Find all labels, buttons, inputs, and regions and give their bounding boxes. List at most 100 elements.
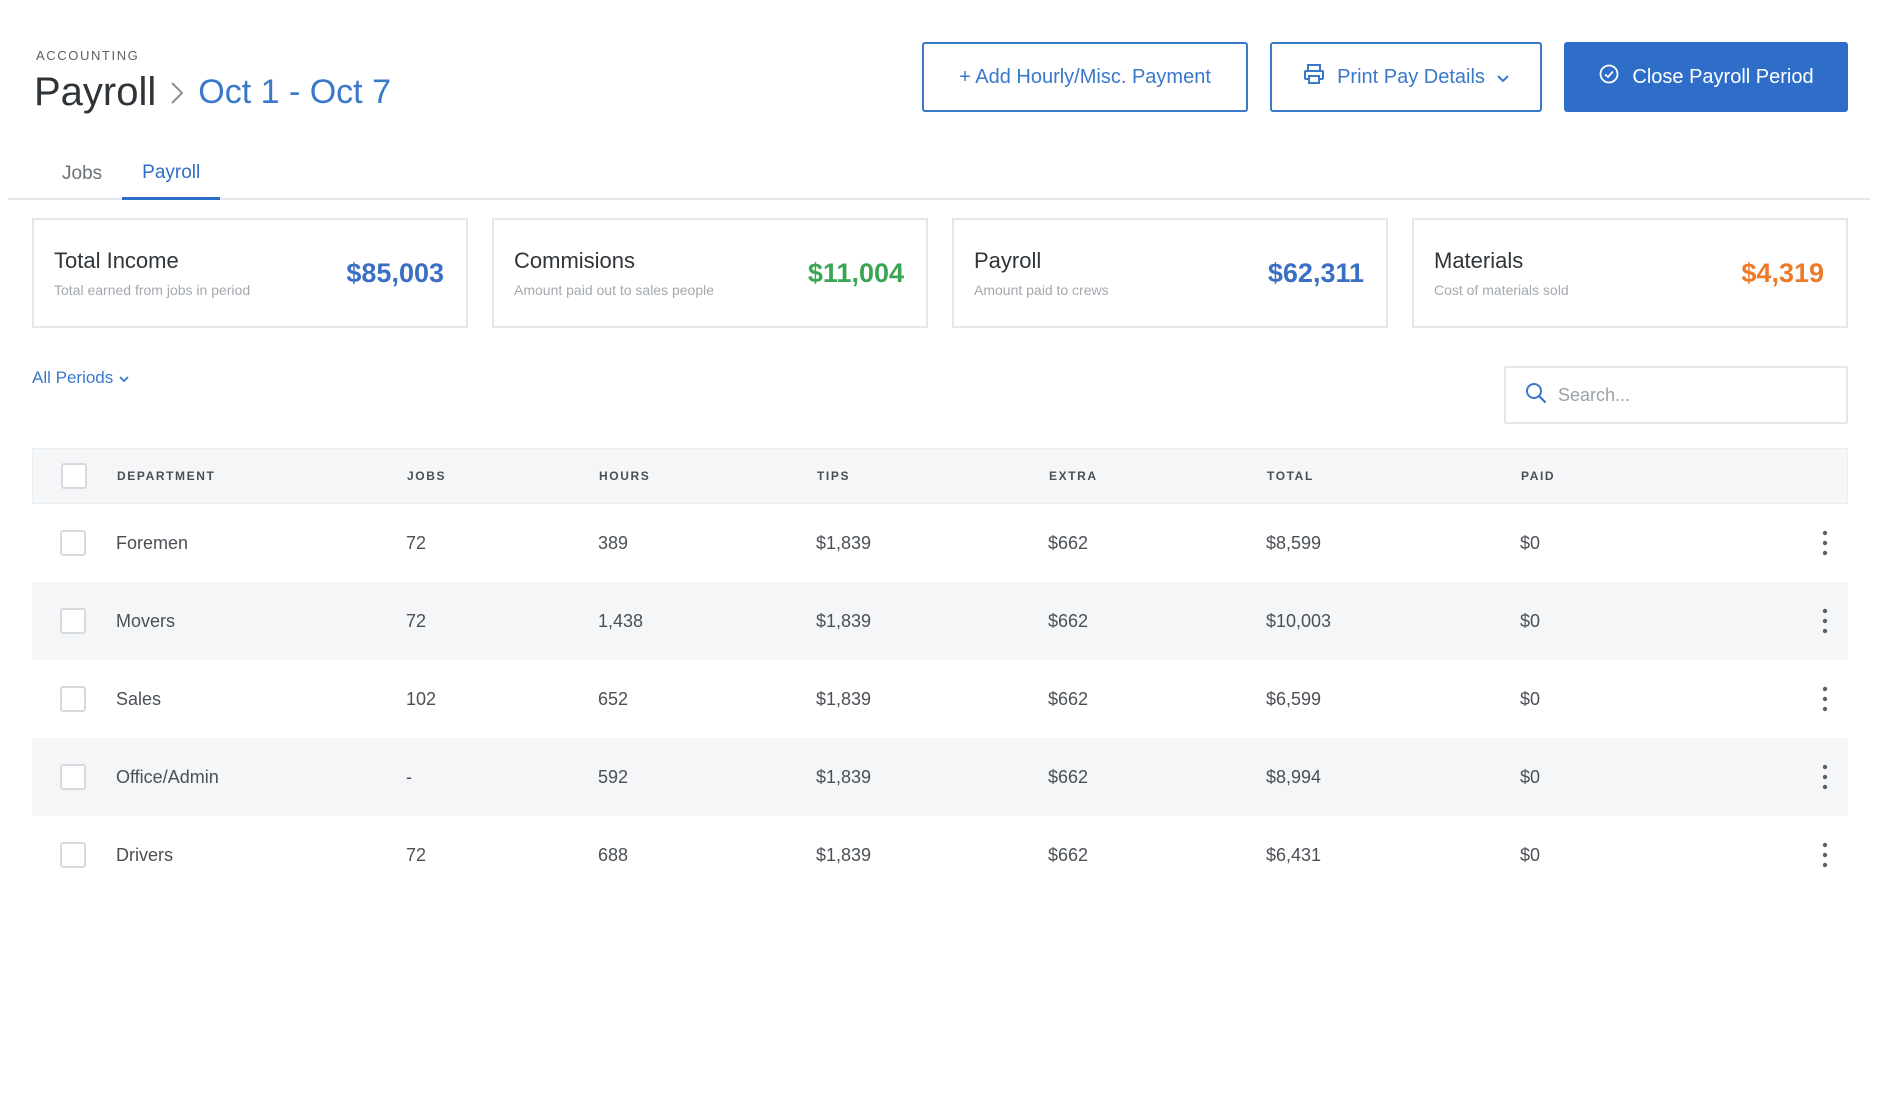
cell-tips: $1,839 — [816, 844, 872, 865]
column-header-tips[interactable]: TIPS — [817, 469, 851, 483]
cell-tips: $1,839 — [816, 532, 872, 553]
stat-card-total-income: Total Income Total earned from jobs in p… — [32, 218, 468, 328]
table-row[interactable]: Office/Admin - 592 $1,839 $662 $8,994 $0 — [32, 738, 1848, 816]
kebab-menu-icon[interactable] — [1822, 842, 1828, 868]
stat-card-value: $62,311 — [1267, 257, 1364, 288]
column-header-jobs[interactable]: JOBS — [407, 469, 447, 483]
cell-extra: $662 — [1048, 532, 1089, 553]
page-title: Payroll — [34, 70, 157, 114]
cell-hours: 389 — [598, 532, 629, 553]
stat-card-description: Amount paid out to sales people — [514, 282, 715, 298]
summary-cards: Total Income Total earned from jobs in p… — [32, 218, 1848, 328]
cell-hours: 592 — [598, 766, 629, 787]
tab-jobs[interactable]: Jobs — [62, 163, 103, 184]
row-checkbox[interactable] — [60, 608, 86, 634]
column-header-extra[interactable]: EXTRA — [1049, 469, 1098, 483]
table-row[interactable]: Drivers 72 688 $1,839 $662 $6,431 $0 — [32, 816, 1848, 894]
cell-total: $6,431 — [1266, 844, 1322, 865]
kebab-menu-icon[interactable] — [1822, 530, 1828, 556]
cell-extra: $662 — [1048, 610, 1089, 631]
kebab-menu-icon[interactable] — [1822, 608, 1828, 634]
select-all-checkbox[interactable] — [61, 463, 87, 489]
add-payment-label: + Add Hourly/Misc. Payment — [959, 65, 1211, 88]
printer-icon — [1303, 63, 1325, 91]
cell-hours: 1,438 — [598, 610, 644, 631]
stat-card-description: Cost of materials sold — [1434, 282, 1569, 298]
period-filter-dropdown[interactable]: All Periods — [32, 368, 129, 388]
cell-tips: $1,839 — [816, 610, 872, 631]
row-checkbox[interactable] — [60, 842, 86, 868]
cell-hours: 652 — [598, 688, 629, 709]
cell-paid: $0 — [1520, 766, 1541, 787]
row-checkbox[interactable] — [60, 686, 86, 712]
close-payroll-period-button[interactable]: Close Payroll Period — [1564, 42, 1848, 112]
kebab-menu-icon[interactable] — [1822, 764, 1828, 790]
cell-jobs: 72 — [406, 532, 427, 553]
stat-card-commissions: Commisions Amount paid out to sales peop… — [492, 218, 928, 328]
section-eyebrow: ACCOUNTING — [36, 48, 140, 63]
column-header-hours[interactable]: HOURS — [599, 469, 651, 483]
cell-jobs: - — [406, 766, 412, 787]
payroll-page: ACCOUNTING Payroll Oct 1 - Oct 7 + Add H… — [8, 8, 1870, 1086]
search-box — [1504, 366, 1848, 424]
stat-card-title: Total Income — [54, 248, 179, 273]
cell-total: $8,599 — [1266, 532, 1322, 553]
chevron-right-icon — [170, 81, 184, 105]
chevron-down-icon — [1497, 66, 1509, 89]
cell-paid: $0 — [1520, 610, 1541, 631]
row-checkbox[interactable] — [60, 764, 86, 790]
stat-card-payroll: Payroll Amount paid to crews $62,311 — [952, 218, 1388, 328]
column-header-total[interactable]: TOTAL — [1267, 469, 1314, 483]
table-header-row: DEPARTMENT JOBS HOURS TIPS EXTRA TOTAL P… — [32, 448, 1848, 504]
check-circle-icon — [1598, 63, 1620, 91]
stat-card-title: Commisions — [514, 248, 636, 273]
table-row[interactable]: Sales 102 652 $1,839 $662 $6,599 $0 — [32, 660, 1848, 738]
cell-department: Sales — [116, 688, 162, 709]
print-pay-details-label: Print Pay Details — [1337, 65, 1485, 88]
search-input[interactable] — [1558, 384, 1828, 406]
cell-jobs: 72 — [406, 844, 427, 865]
table-row[interactable]: Movers 72 1,438 $1,839 $662 $10,003 $0 — [32, 582, 1848, 660]
column-header-paid[interactable]: PAID — [1521, 469, 1556, 483]
stat-card-value: $85,003 — [346, 257, 444, 288]
stat-card-value: $11,004 — [807, 257, 904, 288]
period-filter-label: All Periods — [32, 368, 114, 387]
cell-department: Movers — [116, 610, 176, 631]
cell-department: Office/Admin — [116, 766, 219, 787]
cell-jobs: 72 — [406, 610, 427, 631]
close-payroll-period-label: Close Payroll Period — [1632, 65, 1814, 88]
table-row[interactable]: Foremen 72 389 $1,839 $662 $8,599 $0 — [32, 504, 1848, 582]
cell-department: Foremen — [116, 532, 189, 553]
header-actions: + Add Hourly/Misc. Payment Print Pay Det… — [922, 42, 1848, 112]
cell-hours: 688 — [598, 844, 629, 865]
cell-paid: $0 — [1520, 532, 1541, 553]
chevron-down-icon — [119, 368, 129, 388]
cell-extra: $662 — [1048, 688, 1089, 709]
cell-jobs: 102 — [406, 688, 437, 709]
search-icon — [1524, 381, 1548, 410]
add-payment-button[interactable]: + Add Hourly/Misc. Payment — [922, 42, 1248, 112]
cell-total: $10,003 — [1266, 610, 1332, 631]
cell-total: $6,599 — [1266, 688, 1322, 709]
cell-tips: $1,839 — [816, 766, 872, 787]
stat-card-value: $4,319 — [1741, 257, 1824, 288]
stat-card-description: Amount paid to crews — [974, 282, 1109, 298]
period-label[interactable]: Oct 1 - Oct 7 — [198, 73, 391, 111]
cell-extra: $662 — [1048, 844, 1089, 865]
stat-card-materials: Materials Cost of materials sold $4,319 — [1412, 218, 1848, 328]
cell-extra: $662 — [1048, 766, 1089, 787]
stat-card-title: Materials — [1434, 248, 1524, 273]
stat-card-title: Payroll — [974, 248, 1042, 273]
payroll-table: DEPARTMENT JOBS HOURS TIPS EXTRA TOTAL P… — [32, 448, 1848, 894]
cell-department: Drivers — [116, 844, 173, 865]
cell-paid: $0 — [1520, 688, 1541, 709]
print-pay-details-button[interactable]: Print Pay Details — [1270, 42, 1542, 112]
cell-total: $8,994 — [1266, 766, 1322, 787]
cell-tips: $1,839 — [816, 688, 872, 709]
column-header-department[interactable]: DEPARTMENT — [117, 469, 216, 483]
tab-bar: Jobs Payroll — [8, 148, 1870, 200]
row-checkbox[interactable] — [60, 530, 86, 556]
tab-payroll[interactable]: Payroll — [122, 148, 221, 200]
kebab-menu-icon[interactable] — [1822, 686, 1828, 712]
stat-card-description: Total earned from jobs in period — [54, 282, 251, 298]
